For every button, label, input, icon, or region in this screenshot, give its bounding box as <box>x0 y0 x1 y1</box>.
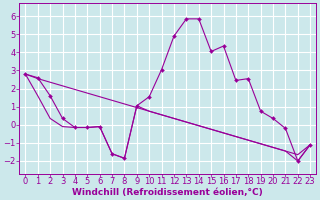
X-axis label: Windchill (Refroidissement éolien,°C): Windchill (Refroidissement éolien,°C) <box>72 188 263 197</box>
